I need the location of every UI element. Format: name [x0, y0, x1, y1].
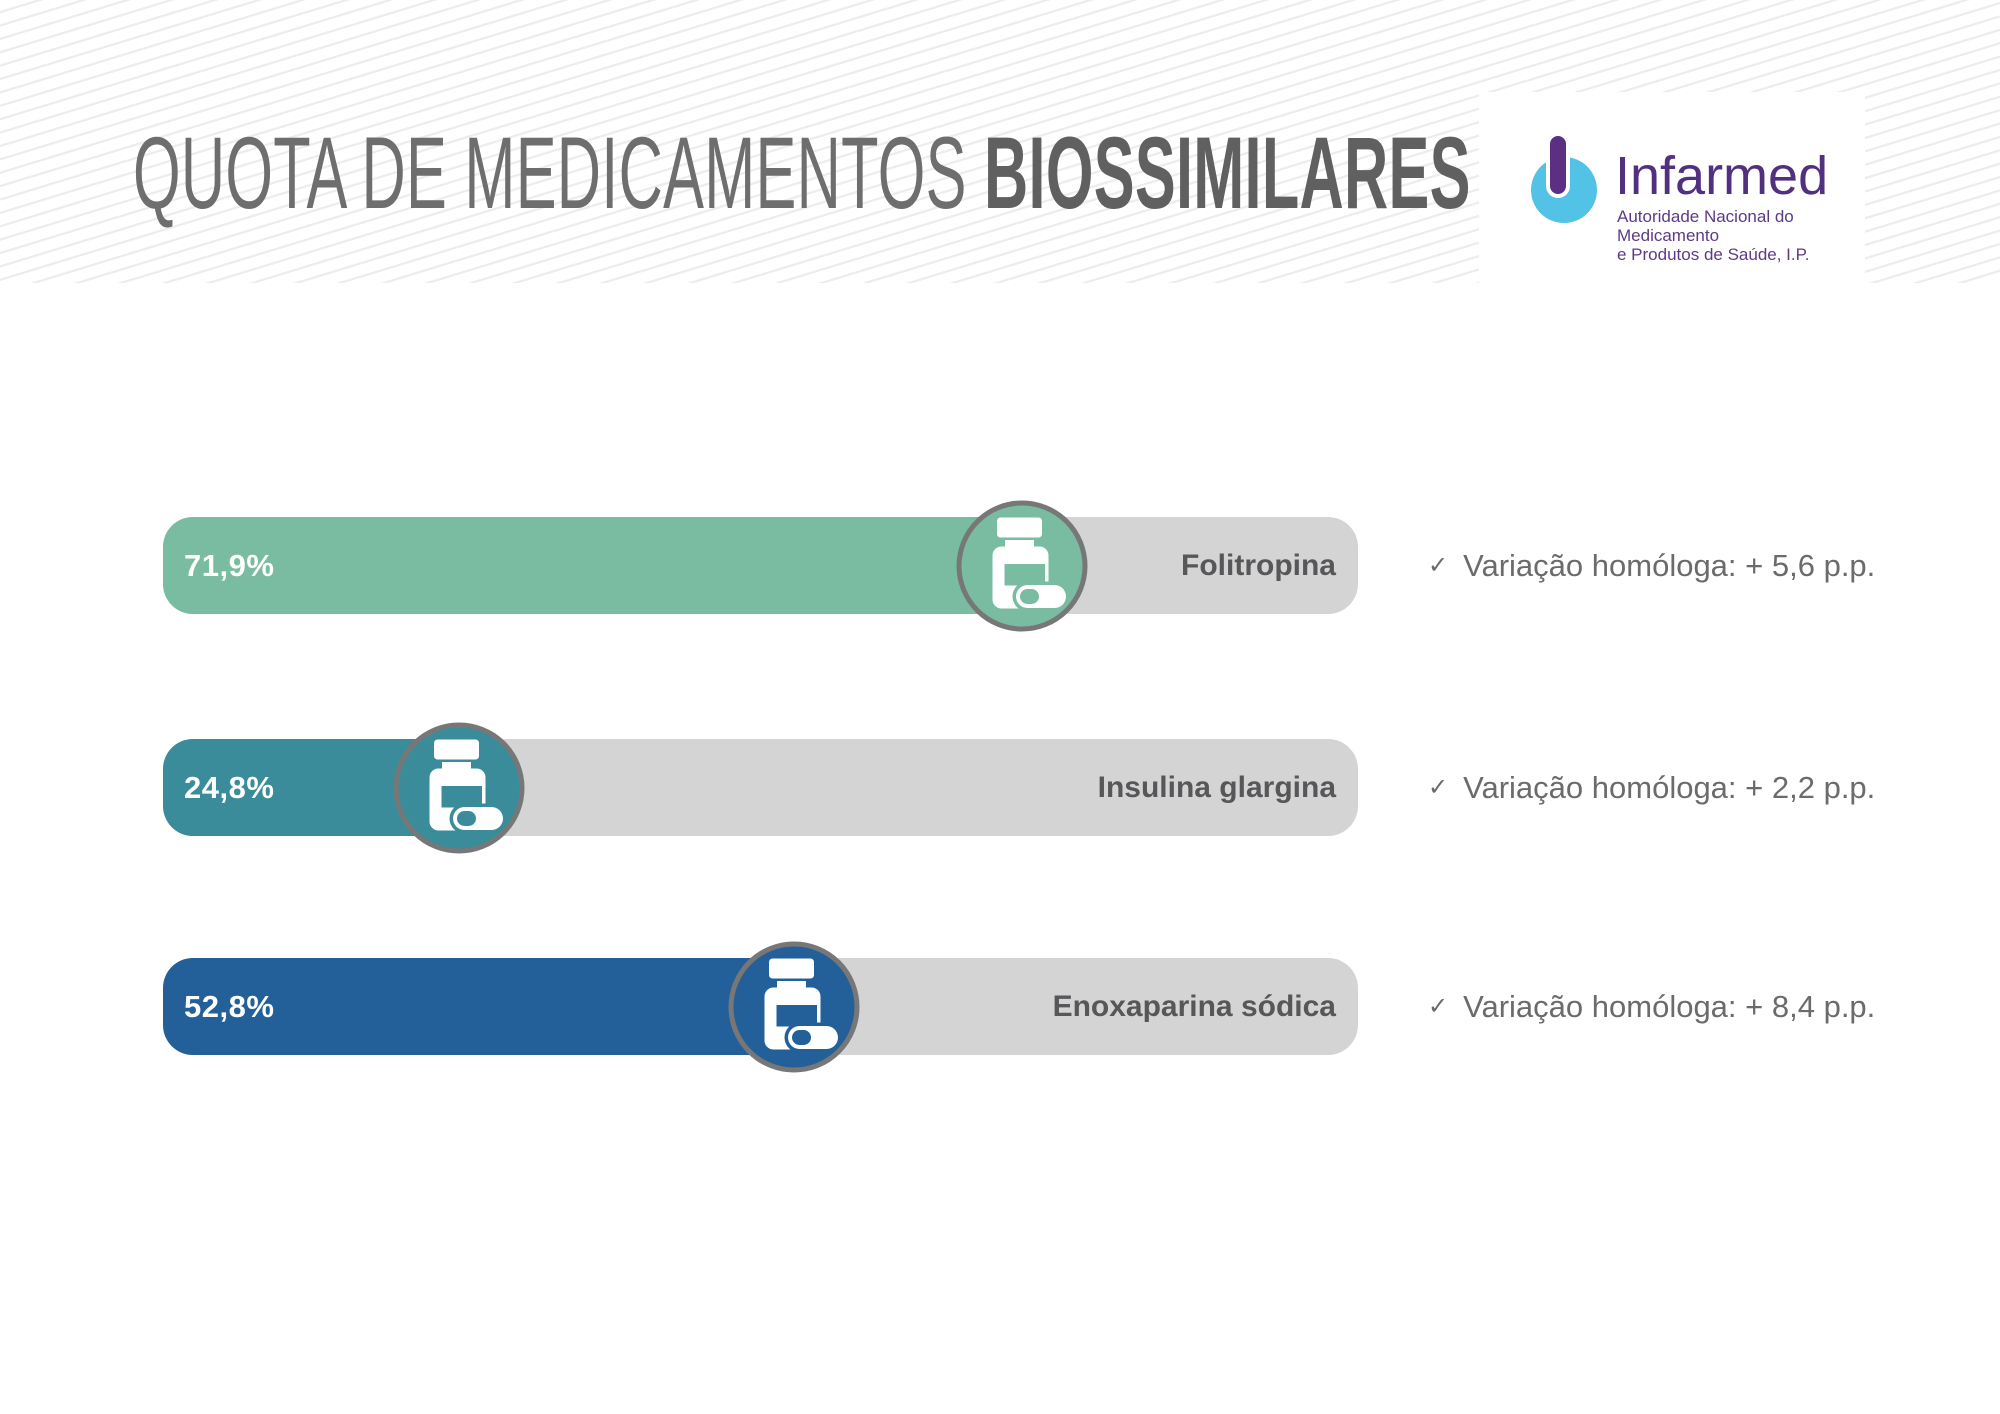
- bar-track: 71,9% Folitropina: [163, 500, 1358, 631]
- variation-text: Variação homóloga: + 5,6 p.p.: [1463, 547, 1876, 583]
- page-title: QUOTA DE MEDICAMENTOS BIOSSIMILARES: [133, 122, 1471, 224]
- title-regular: QUOTA DE MEDICAMENTOS: [133, 116, 985, 230]
- check-icon: ✓: [1428, 773, 1449, 801]
- title-bold: BIOSSIMILARES: [984, 116, 1471, 230]
- medicine-bottle-badge: [393, 721, 526, 854]
- medicine-bottle-badge: [727, 940, 860, 1073]
- bar-track: 52,8% Enoxaparina sódica: [163, 941, 1358, 1072]
- variation-note: ✓ Variação homóloga: + 8,4 p.p.: [1428, 989, 1875, 1025]
- check-icon: ✓: [1428, 551, 1449, 579]
- header-band: QUOTA DE MEDICAMENTOS BIOSSIMILARES Infa…: [0, 0, 2000, 300]
- medicine-bottle-badge: [956, 499, 1089, 632]
- bar-value-label: 52,8%: [184, 988, 275, 1024]
- infarmed-logo-subtitle-line1: Autoridade Nacional do Medicamento: [1617, 207, 1794, 245]
- bar-row: 52,8% Enoxaparina sódica: [163, 941, 1875, 1072]
- pill-bottle-icon: [956, 500, 1088, 631]
- infarmed-logo-wordmark: Infarmed: [1615, 146, 1829, 206]
- variation-text: Variação homóloga: + 8,4 p.p.: [1463, 988, 1876, 1024]
- bar-category-label: Folitropina: [1181, 548, 1336, 582]
- variation-note: ✓ Variação homóloga: + 2,2 p.p.: [1428, 770, 1875, 806]
- bar-value-label: 24,8%: [184, 769, 275, 805]
- variation-note: ✓ Variação homóloga: + 5,6 p.p.: [1428, 548, 1875, 584]
- bar-category-label: Insulina glargina: [1097, 770, 1336, 804]
- bar-category-label: Enoxaparina sódica: [1052, 989, 1336, 1023]
- bar-value-label: 71,9%: [184, 547, 275, 583]
- bar-fill: 71,9%: [163, 517, 1023, 614]
- infarmed-logo-subtitle-line2: e Produtos de Saúde, I.P.: [1617, 245, 1810, 264]
- bar-row: 24,8% Insulina glargina: [163, 722, 1875, 853]
- variation-text: Variação homóloga: + 2,2 p.p.: [1463, 769, 1876, 805]
- pill-bottle-icon: [393, 722, 525, 853]
- bar-track: 24,8% Insulina glargina: [163, 722, 1358, 853]
- check-icon: ✓: [1428, 992, 1449, 1020]
- pill-bottle-icon: [728, 941, 860, 1072]
- infarmed-power-icon: [1531, 132, 1597, 223]
- infarmed-logo-card: Infarmed Autoridade Nacional do Medicame…: [1479, 92, 1865, 300]
- bar-row: 71,9% Folitropina: [163, 500, 1875, 631]
- bar-fill: 52,8%: [163, 958, 794, 1055]
- infarmed-logo-subtitle: Autoridade Nacional do Medicamento e Pro…: [1617, 207, 1865, 264]
